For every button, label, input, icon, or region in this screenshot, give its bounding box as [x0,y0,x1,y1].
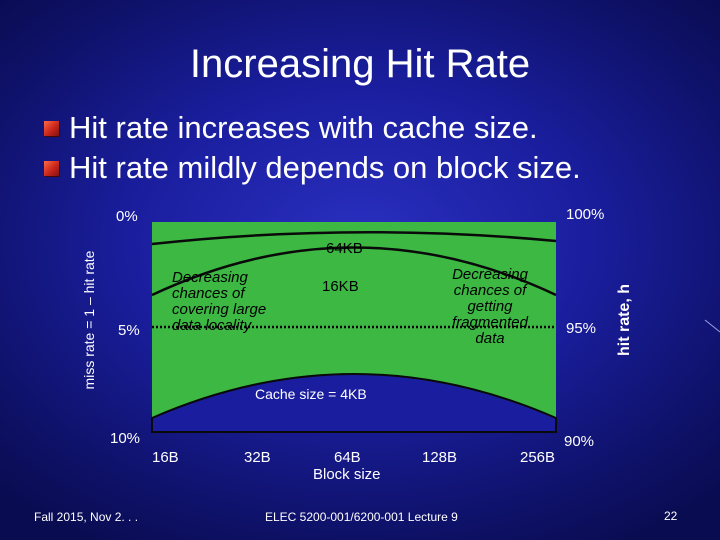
annotation-line: chances of [453,282,527,299]
annotation-line: Decreasing [452,266,528,283]
x-tick-256b: 256B [520,449,556,466]
bullet-marker-icon [44,160,59,176]
right-tick-90: 90% [564,433,595,450]
x-tick-128b: 128B [422,449,458,466]
annotation-line: data [475,330,505,347]
bullet-item: Hit rate increases with cache size. [44,110,538,146]
annotation-left: Decreasing chances of covering large dat… [172,270,266,334]
curve-label-16kb: 16KB [322,278,359,295]
curve-16kb [151,246,557,297]
bullet-item: Hit rate mildly depends on block size. [44,150,581,186]
x-tick-64b: 64B [334,449,361,466]
right-axis-label: hit rate, h [616,283,633,357]
curve-4kb [151,373,557,433]
x-tick-32b: 32B [244,449,271,466]
page-number: 22 [664,509,678,523]
left-tick-5: 5% [118,322,140,339]
annotation-line: chances of [172,285,245,302]
right-tick-95: 95% [566,320,597,337]
left-tick-0: 0% [116,208,138,225]
corner-stroke [704,319,720,333]
annotation-line: covering large [172,301,267,318]
x-tick-16b: 16B [152,449,179,466]
curve-label-64kb: 64KB [326,240,363,257]
curve-64kb [151,230,557,246]
bullet-marker-icon [44,120,59,136]
annotation-line: data locality [172,317,252,334]
annotation-line: Decreasing [172,269,248,286]
annotation-line: getting [467,298,513,315]
annotation-right: Decreasing chances of getting fragmented… [440,267,540,347]
annotation-line: fragmented [452,314,528,331]
footer-date: Fall 2015, Nov 2. . . [34,510,139,524]
curve-label-4kb: Cache size = 4KB [255,386,367,402]
right-tick-100: 100% [566,206,605,223]
bullet-text: Hit rate increases with cache size. [69,110,538,145]
slide-title: Increasing Hit Rate [189,42,531,86]
x-axis-label: Block size [313,466,381,483]
left-tick-10: 10% [110,430,141,447]
bullet-text: Hit rate mildly depends on block size. [69,150,581,185]
left-axis-label: miss rate = 1 – hit rate [81,250,97,390]
footer-course: ELEC 5200-001/6200-001 Lecture 9 [265,510,458,524]
